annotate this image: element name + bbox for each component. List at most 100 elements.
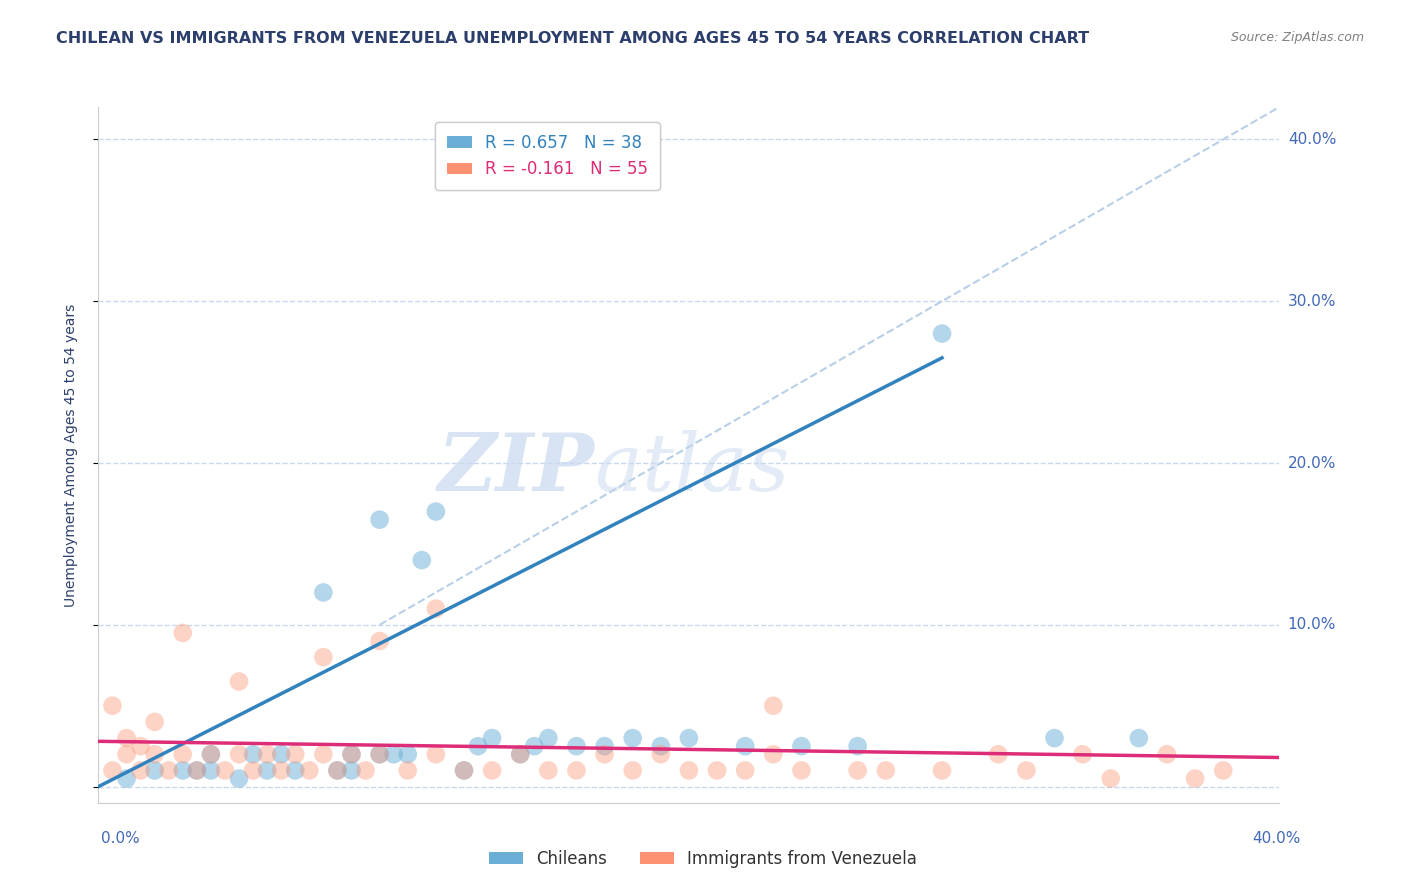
Point xyxy=(129,739,152,754)
Point xyxy=(453,764,475,778)
Point xyxy=(143,747,166,762)
Point xyxy=(1156,747,1178,762)
Point xyxy=(453,764,475,778)
Point xyxy=(368,513,391,527)
Point xyxy=(1043,731,1066,745)
Point xyxy=(396,764,419,778)
Point xyxy=(228,747,250,762)
Point xyxy=(312,585,335,599)
Point xyxy=(1099,772,1122,786)
Text: 40.0%: 40.0% xyxy=(1253,831,1301,846)
Text: 40.0%: 40.0% xyxy=(1288,132,1336,147)
Point xyxy=(129,764,152,778)
Point xyxy=(368,634,391,648)
Point xyxy=(186,764,208,778)
Point xyxy=(354,764,377,778)
Point xyxy=(509,747,531,762)
Point xyxy=(1184,772,1206,786)
Point xyxy=(734,739,756,754)
Point xyxy=(172,626,194,640)
Point xyxy=(228,674,250,689)
Point xyxy=(312,747,335,762)
Point xyxy=(115,747,138,762)
Point xyxy=(875,764,897,778)
Point xyxy=(326,764,349,778)
Point xyxy=(621,731,644,745)
Point xyxy=(143,714,166,729)
Point xyxy=(678,764,700,778)
Point xyxy=(284,747,307,762)
Point xyxy=(172,764,194,778)
Point xyxy=(931,326,953,341)
Point xyxy=(425,504,447,518)
Point xyxy=(157,764,180,778)
Point xyxy=(931,764,953,778)
Point xyxy=(523,739,546,754)
Text: ZIP: ZIP xyxy=(437,430,595,508)
Point xyxy=(790,739,813,754)
Point xyxy=(101,698,124,713)
Legend: Chileans, Immigrants from Venezuela: Chileans, Immigrants from Venezuela xyxy=(482,844,924,875)
Point xyxy=(382,747,405,762)
Point xyxy=(284,764,307,778)
Point xyxy=(1128,731,1150,745)
Point xyxy=(790,764,813,778)
Point xyxy=(537,764,560,778)
Point xyxy=(200,747,222,762)
Point xyxy=(565,764,588,778)
Point xyxy=(593,739,616,754)
Point xyxy=(214,764,236,778)
Point xyxy=(467,739,489,754)
Point xyxy=(650,739,672,754)
Point xyxy=(565,739,588,754)
Point xyxy=(143,764,166,778)
Point xyxy=(270,764,292,778)
Point xyxy=(734,764,756,778)
Point xyxy=(846,764,869,778)
Point xyxy=(200,764,222,778)
Point xyxy=(987,747,1010,762)
Point xyxy=(186,764,208,778)
Text: CHILEAN VS IMMIGRANTS FROM VENEZUELA UNEMPLOYMENT AMONG AGES 45 TO 54 YEARS CORR: CHILEAN VS IMMIGRANTS FROM VENEZUELA UNE… xyxy=(56,31,1090,46)
Point xyxy=(115,772,138,786)
Point xyxy=(846,739,869,754)
Point xyxy=(312,650,335,665)
Point xyxy=(509,747,531,762)
Point xyxy=(298,764,321,778)
Text: 0.0%: 0.0% xyxy=(101,831,141,846)
Point xyxy=(368,747,391,762)
Text: Source: ZipAtlas.com: Source: ZipAtlas.com xyxy=(1230,31,1364,45)
Point xyxy=(706,764,728,778)
Point xyxy=(326,764,349,778)
Point xyxy=(425,747,447,762)
Point xyxy=(678,731,700,745)
Point xyxy=(621,764,644,778)
Point xyxy=(481,764,503,778)
Point xyxy=(425,601,447,615)
Point xyxy=(762,698,785,713)
Point xyxy=(340,747,363,762)
Point xyxy=(256,764,278,778)
Point xyxy=(242,747,264,762)
Point xyxy=(368,747,391,762)
Text: atlas: atlas xyxy=(595,430,790,508)
Text: 20.0%: 20.0% xyxy=(1288,456,1336,470)
Point xyxy=(1071,747,1094,762)
Text: 10.0%: 10.0% xyxy=(1288,617,1336,632)
Legend: R = 0.657   N = 38, R = -0.161   N = 55: R = 0.657 N = 38, R = -0.161 N = 55 xyxy=(434,122,659,190)
Point xyxy=(396,747,419,762)
Text: 30.0%: 30.0% xyxy=(1288,293,1336,309)
Point xyxy=(650,747,672,762)
Point xyxy=(340,747,363,762)
Point xyxy=(270,747,292,762)
Point xyxy=(537,731,560,745)
Point xyxy=(762,747,785,762)
Point xyxy=(200,747,222,762)
Point xyxy=(340,764,363,778)
Point xyxy=(172,747,194,762)
Point xyxy=(411,553,433,567)
Point xyxy=(1015,764,1038,778)
Point xyxy=(101,764,124,778)
Point xyxy=(228,772,250,786)
Point xyxy=(256,747,278,762)
